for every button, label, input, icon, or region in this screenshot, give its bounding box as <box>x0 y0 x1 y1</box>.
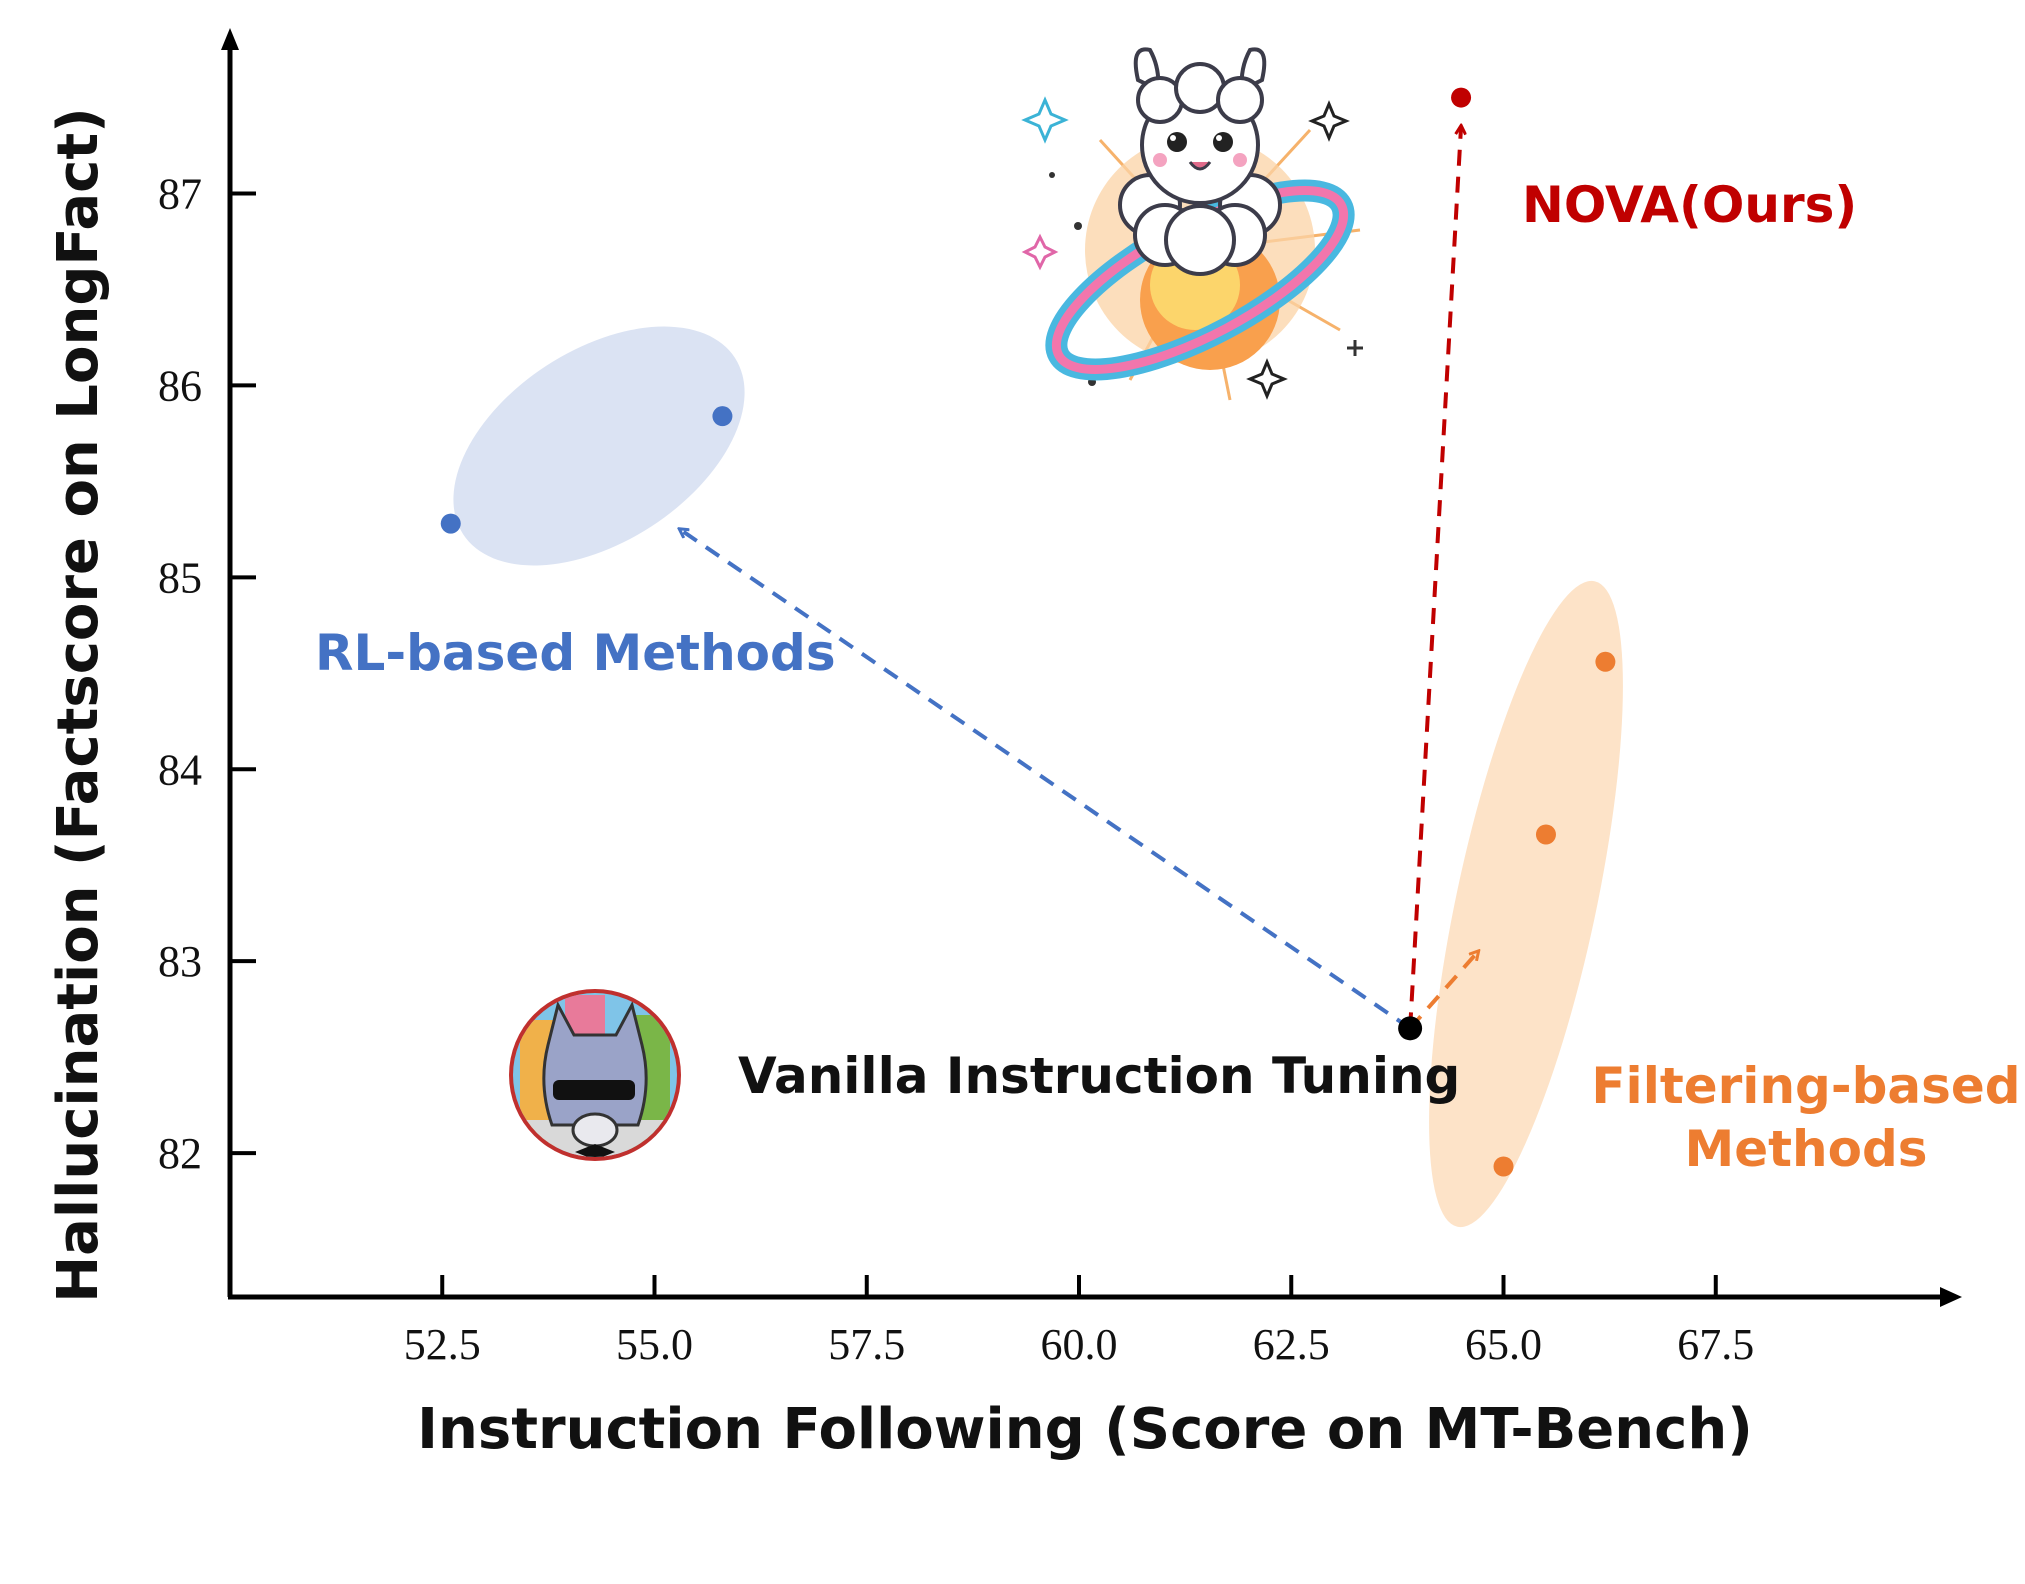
point-vanilla-instruction-tuning <box>1398 1016 1423 1041</box>
y-tick-label: 86 <box>158 361 202 410</box>
point-rl-based-methods <box>712 406 733 427</box>
point-nova-ours <box>1451 87 1472 108</box>
y-tick-label: 84 <box>158 745 202 794</box>
y-axis-title: Hallucination (Factscore on LongFact) <box>46 107 111 1302</box>
x-axis-arrowhead <box>1940 1287 1962 1307</box>
axes <box>221 28 1962 1307</box>
nova-llama-illustration <box>1021 47 1363 401</box>
x-tick-label: 60.0 <box>1041 1320 1118 1369</box>
x-tick-label: 62.5 <box>1253 1320 1330 1369</box>
x-axis-title: Instruction Following (Score on MT-Bench… <box>417 1397 1753 1462</box>
y-tick-label: 83 <box>158 937 202 986</box>
y-ticks: 82 83 84 85 86 87 <box>158 170 256 1178</box>
y-tick-label: 82 <box>158 1129 202 1178</box>
rl-label: RL-based Methods <box>315 624 836 682</box>
rl-region <box>453 326 745 566</box>
filtering-label-line1: Filtering-based <box>1591 1057 2020 1115</box>
x-tick-label: 57.5 <box>828 1320 905 1369</box>
data-points <box>440 87 1616 1177</box>
point-filtering-based-methods <box>1493 1156 1514 1177</box>
x-tick-label: 67.5 <box>1677 1320 1754 1369</box>
vanilla-llama-avatar <box>509 989 681 1161</box>
filtering-label-line2: Methods <box>1684 1120 1927 1178</box>
y-tick-label: 87 <box>158 170 202 219</box>
point-filtering-based-methods <box>1595 651 1616 672</box>
arrows <box>680 126 1478 1030</box>
point-filtering-based-methods <box>1535 824 1556 845</box>
arrow-0 <box>680 529 1412 1030</box>
arrow-2 <box>1408 126 1461 1029</box>
y-axis-arrowhead <box>221 28 239 50</box>
x-tick-label: 55.0 <box>616 1320 693 1369</box>
arrow-1 <box>1408 952 1478 1030</box>
x-tick-label: 65.0 <box>1465 1320 1542 1369</box>
x-tick-label: 52.5 <box>404 1320 481 1369</box>
vanilla-label: Vanilla Instruction Tuning <box>738 1047 1460 1105</box>
y-tick-label: 85 <box>158 553 202 602</box>
point-rl-based-methods <box>440 513 461 534</box>
filtering-region <box>1429 580 1623 1228</box>
x-ticks: 52.5 55.0 57.5 60.0 62.5 65.0 67.5 <box>404 1275 1754 1369</box>
nova-label: NOVA(Ours) <box>1522 176 1857 234</box>
